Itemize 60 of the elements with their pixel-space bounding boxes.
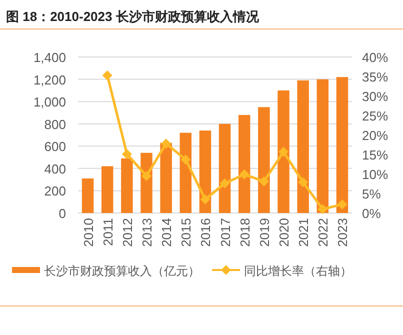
- point: [122, 149, 132, 160]
- point: [200, 194, 210, 204]
- bar: [297, 80, 309, 213]
- y-tick-label: 1,200: [33, 72, 66, 88]
- point: [298, 177, 308, 188]
- point: [220, 178, 230, 188]
- point: [102, 70, 112, 80]
- x-tick-label: 2018: [237, 218, 252, 247]
- x-tick-label: 2010: [80, 218, 96, 247]
- x-tick-label: 2021: [296, 218, 312, 247]
- y-tick-label: 200: [44, 184, 66, 199]
- x-tick-label: 2016: [198, 218, 214, 247]
- y-tick-label: 600: [44, 139, 66, 154]
- y2-tick-label: 10%: [362, 167, 388, 182]
- bar: [258, 107, 270, 213]
- bar: [336, 77, 348, 213]
- legend-label: 长沙市财政预算收入（亿元）: [44, 264, 200, 278]
- bar: [160, 142, 172, 213]
- y2-tick-label: 30%: [362, 89, 388, 104]
- point: [258, 176, 269, 186]
- point: [161, 138, 172, 149]
- x-tick-label: 2013: [140, 218, 154, 247]
- y2-tick-label: 0%: [362, 206, 382, 221]
- x-tick-label: 2014: [159, 218, 174, 247]
- y-tick-label: 400: [44, 161, 66, 176]
- bar: [82, 178, 94, 213]
- x-tick-label: 2017: [218, 218, 233, 247]
- x-tick-label: 2020: [276, 218, 292, 247]
- y-tick-label: 0: [58, 206, 66, 221]
- bar: [101, 166, 114, 213]
- y-tick-label: 1,400: [33, 50, 66, 65]
- y2-tick-label: 15%: [362, 148, 388, 162]
- point: [278, 146, 288, 157]
- y2-tick-label: 40%: [362, 50, 388, 65]
- point: [337, 199, 348, 210]
- bar: [278, 90, 290, 213]
- x-tick-label: 2012: [120, 218, 135, 247]
- bar: [121, 158, 133, 213]
- bar: [199, 130, 212, 213]
- x-tick-label: 2011: [100, 218, 116, 246]
- y2-tick-label: 5%: [362, 186, 382, 202]
- x-tick-label: 2023: [335, 218, 350, 247]
- bar: [180, 132, 192, 213]
- y2-tick-label: 25%: [362, 108, 388, 124]
- point: [142, 170, 152, 181]
- y2-tick-label: 20%: [362, 128, 388, 143]
- x-tick-label: 2015: [178, 218, 194, 247]
- chart-title: 图 18：2010-2023 长沙市财政预算收入情况: [6, 9, 260, 24]
- y2-tick-label: 35%: [362, 70, 388, 84]
- bar: [316, 79, 329, 213]
- x-tick-label: 2019: [256, 218, 272, 247]
- point: [180, 154, 191, 165]
- point: [239, 169, 250, 180]
- point: [318, 204, 328, 214]
- legend-label: 同比增长率（右轴）: [244, 264, 352, 278]
- x-tick-label: 2022: [316, 218, 331, 247]
- bar: [218, 124, 231, 213]
- y-tick-label: 800: [44, 116, 66, 132]
- bar: [238, 114, 250, 213]
- y-tick-label: 1,000: [33, 94, 66, 110]
